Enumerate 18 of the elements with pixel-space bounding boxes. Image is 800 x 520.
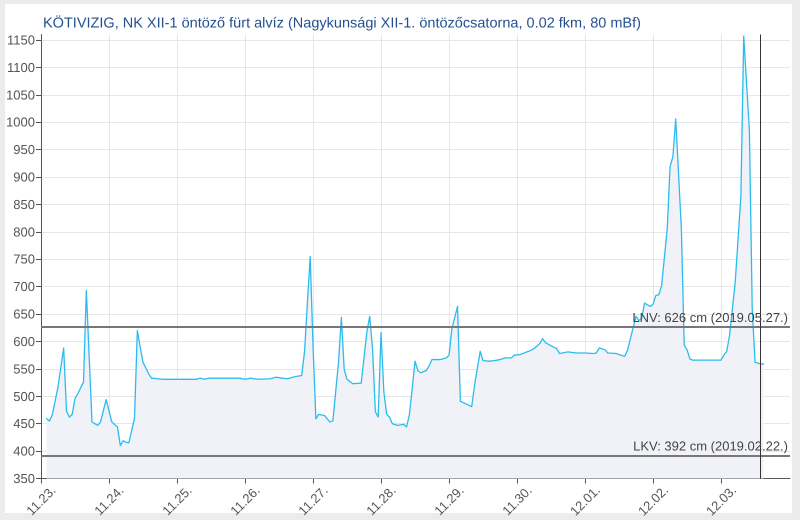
y-tick-label: 700 <box>13 279 35 294</box>
y-tick-label: 1050 <box>6 87 35 102</box>
y-tick-label: 1100 <box>7 60 35 75</box>
chart-title: KÖTIVIZIG, NK XII-1 öntöző fürt alvíz (Nagykunsági XII-1. öntözőcsatorna, 0.02 fkm, 80 mBf) <box>43 14 641 32</box>
y-tick-label: 550 <box>13 361 35 376</box>
y-tick-label: 900 <box>13 170 35 185</box>
y-tick-label: 600 <box>13 334 35 349</box>
y-tick-label: 800 <box>13 224 35 240</box>
y-tick-label: 350 <box>13 471 35 486</box>
y-tick-label: 950 <box>13 142 35 158</box>
y-tick-label: 1150 <box>7 32 35 48</box>
y-tick-label: 1000 <box>6 114 35 130</box>
y-tick-label: 450 <box>13 416 35 432</box>
y-tick-label: 750 <box>13 252 35 267</box>
y-tick-label: 400 <box>13 444 35 459</box>
y-tick-label: 850 <box>13 196 35 212</box>
y-tick-label: 500 <box>13 388 35 404</box>
y-tick-label: 650 <box>13 306 35 322</box>
